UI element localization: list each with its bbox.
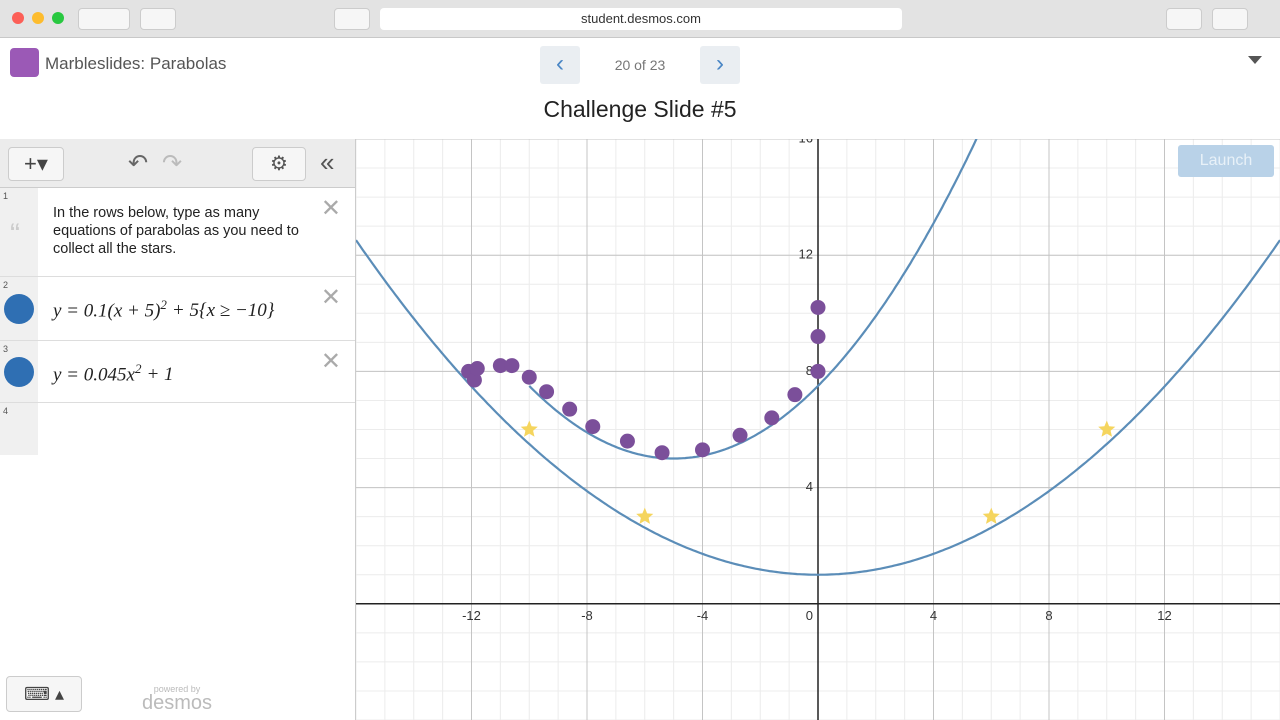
privacy-button[interactable] [334, 8, 370, 30]
add-button[interactable]: +▾ [8, 147, 64, 181]
delete[interactable]: ✕ [320, 284, 341, 311]
next-slide[interactable]: › [700, 46, 740, 84]
marble [810, 363, 826, 379]
marble [810, 329, 826, 345]
gutter [0, 403, 38, 455]
expr-rest: + 5{x ≥ −10} [171, 300, 275, 322]
redo[interactable]: ↷ [162, 150, 183, 177]
expression-row[interactable]: 3 y = 0.045x2 + 1 ✕ [0, 341, 355, 403]
zoom[interactable] [52, 12, 64, 24]
marble-icon [4, 294, 34, 324]
browser-bar: student.desmos.com [0, 0, 1280, 38]
marble [732, 427, 748, 443]
y-tick-label: 4 [806, 479, 813, 494]
brand: desmos [141, 692, 213, 714]
x-tick-label: -4 [697, 608, 709, 623]
x-tick-label: 4 [930, 608, 937, 623]
delete[interactable]: ✕ [320, 195, 341, 222]
row-number: 4 [3, 406, 9, 416]
back-forward[interactable] [78, 8, 130, 30]
expr-exponent: 2 [134, 361, 142, 376]
y-tick-label: 12 [799, 247, 813, 262]
marble [787, 387, 803, 403]
app-title: Marbleslides: Parabolas [45, 54, 227, 73]
sidebar-button[interactable] [140, 8, 176, 30]
minimize[interactable] [32, 12, 44, 24]
prev-slide[interactable]: ‹ [540, 46, 580, 84]
expr-base: y = 0.045x [53, 364, 135, 386]
expr-base: y = 0.1(x + 5) [53, 300, 161, 322]
star [982, 507, 1000, 524]
expression-panel: +▾ ↶ ↷ ⚙ « 1 “ In the rows below, type a… [0, 139, 356, 720]
y-tick-label: 16 [799, 139, 813, 145]
marble [619, 433, 635, 449]
parabola [528, 139, 978, 460]
marble [585, 419, 601, 435]
close[interactable] [12, 12, 24, 24]
keyboard-button[interactable]: ⌨ ▴ [6, 676, 82, 712]
marble [469, 360, 485, 376]
marble [539, 384, 555, 400]
collapse[interactable]: « [320, 147, 335, 177]
marble-icon [4, 357, 34, 387]
expr-rest: + 1 [146, 364, 174, 386]
star [520, 420, 538, 437]
marble [562, 401, 578, 417]
marble [466, 372, 482, 388]
share-button[interactable] [1166, 8, 1202, 30]
x-tick-label: -12 [462, 608, 481, 623]
expression-row[interactable]: 2 y = 0.1(x + 5)2 + 5{x ≥ −10} ✕ [0, 277, 355, 341]
marble [810, 299, 826, 315]
expression-row[interactable]: 4 [0, 403, 355, 455]
x-tick-label: 8 [1045, 608, 1052, 623]
row-number: 1 [3, 191, 9, 201]
gutter [0, 188, 38, 276]
powered-text: powered by [153, 684, 201, 694]
x-tick-label: 12 [1157, 608, 1171, 623]
undo[interactable]: ↶ [128, 150, 149, 177]
marble [504, 358, 520, 374]
menu-toggle[interactable] [1248, 56, 1262, 64]
y-tick-label: 8 [806, 363, 813, 378]
parabola [356, 239, 1280, 576]
row-number: 3 [3, 344, 9, 354]
marble [492, 358, 508, 374]
settings[interactable]: ⚙ [252, 147, 306, 181]
toolbar: +▾ ↶ ↷ ⚙ « [0, 139, 355, 188]
slide-counter: 20 of 23 [614, 57, 666, 73]
note-text: In the rows below, type as many equation… [53, 205, 299, 257]
powered-by: powered by desmos [136, 684, 218, 714]
delete[interactable]: ✕ [320, 348, 341, 375]
expression: y = 0.045x2 + 1 [53, 361, 174, 386]
tabs-button[interactable] [1212, 8, 1248, 30]
expression: y = 0.1(x + 5)2 + 5{x ≥ −10} [53, 297, 274, 322]
marble [695, 442, 710, 458]
expr-exponent: 2 [160, 297, 167, 312]
url-bar[interactable]: student.desmos.com [380, 8, 902, 30]
slide-title: Challenge Slide #5 [543, 96, 737, 122]
row-number: 2 [3, 280, 9, 290]
note-icon: “ [10, 218, 20, 251]
star [636, 507, 654, 524]
star [1098, 420, 1116, 437]
x-tick-label: 0 [806, 608, 813, 623]
marble [521, 369, 537, 385]
marble [764, 410, 780, 426]
app-logo [10, 48, 39, 77]
launch-button[interactable]: Launch [1178, 145, 1274, 177]
x-tick-label: -8 [581, 608, 593, 623]
graph: -12 -8 -4 0 4 8 12 4 8 12 16 [356, 139, 1280, 720]
marble [654, 445, 670, 461]
expression-row[interactable]: 1 “ In the rows below, type as many equa… [0, 188, 355, 277]
